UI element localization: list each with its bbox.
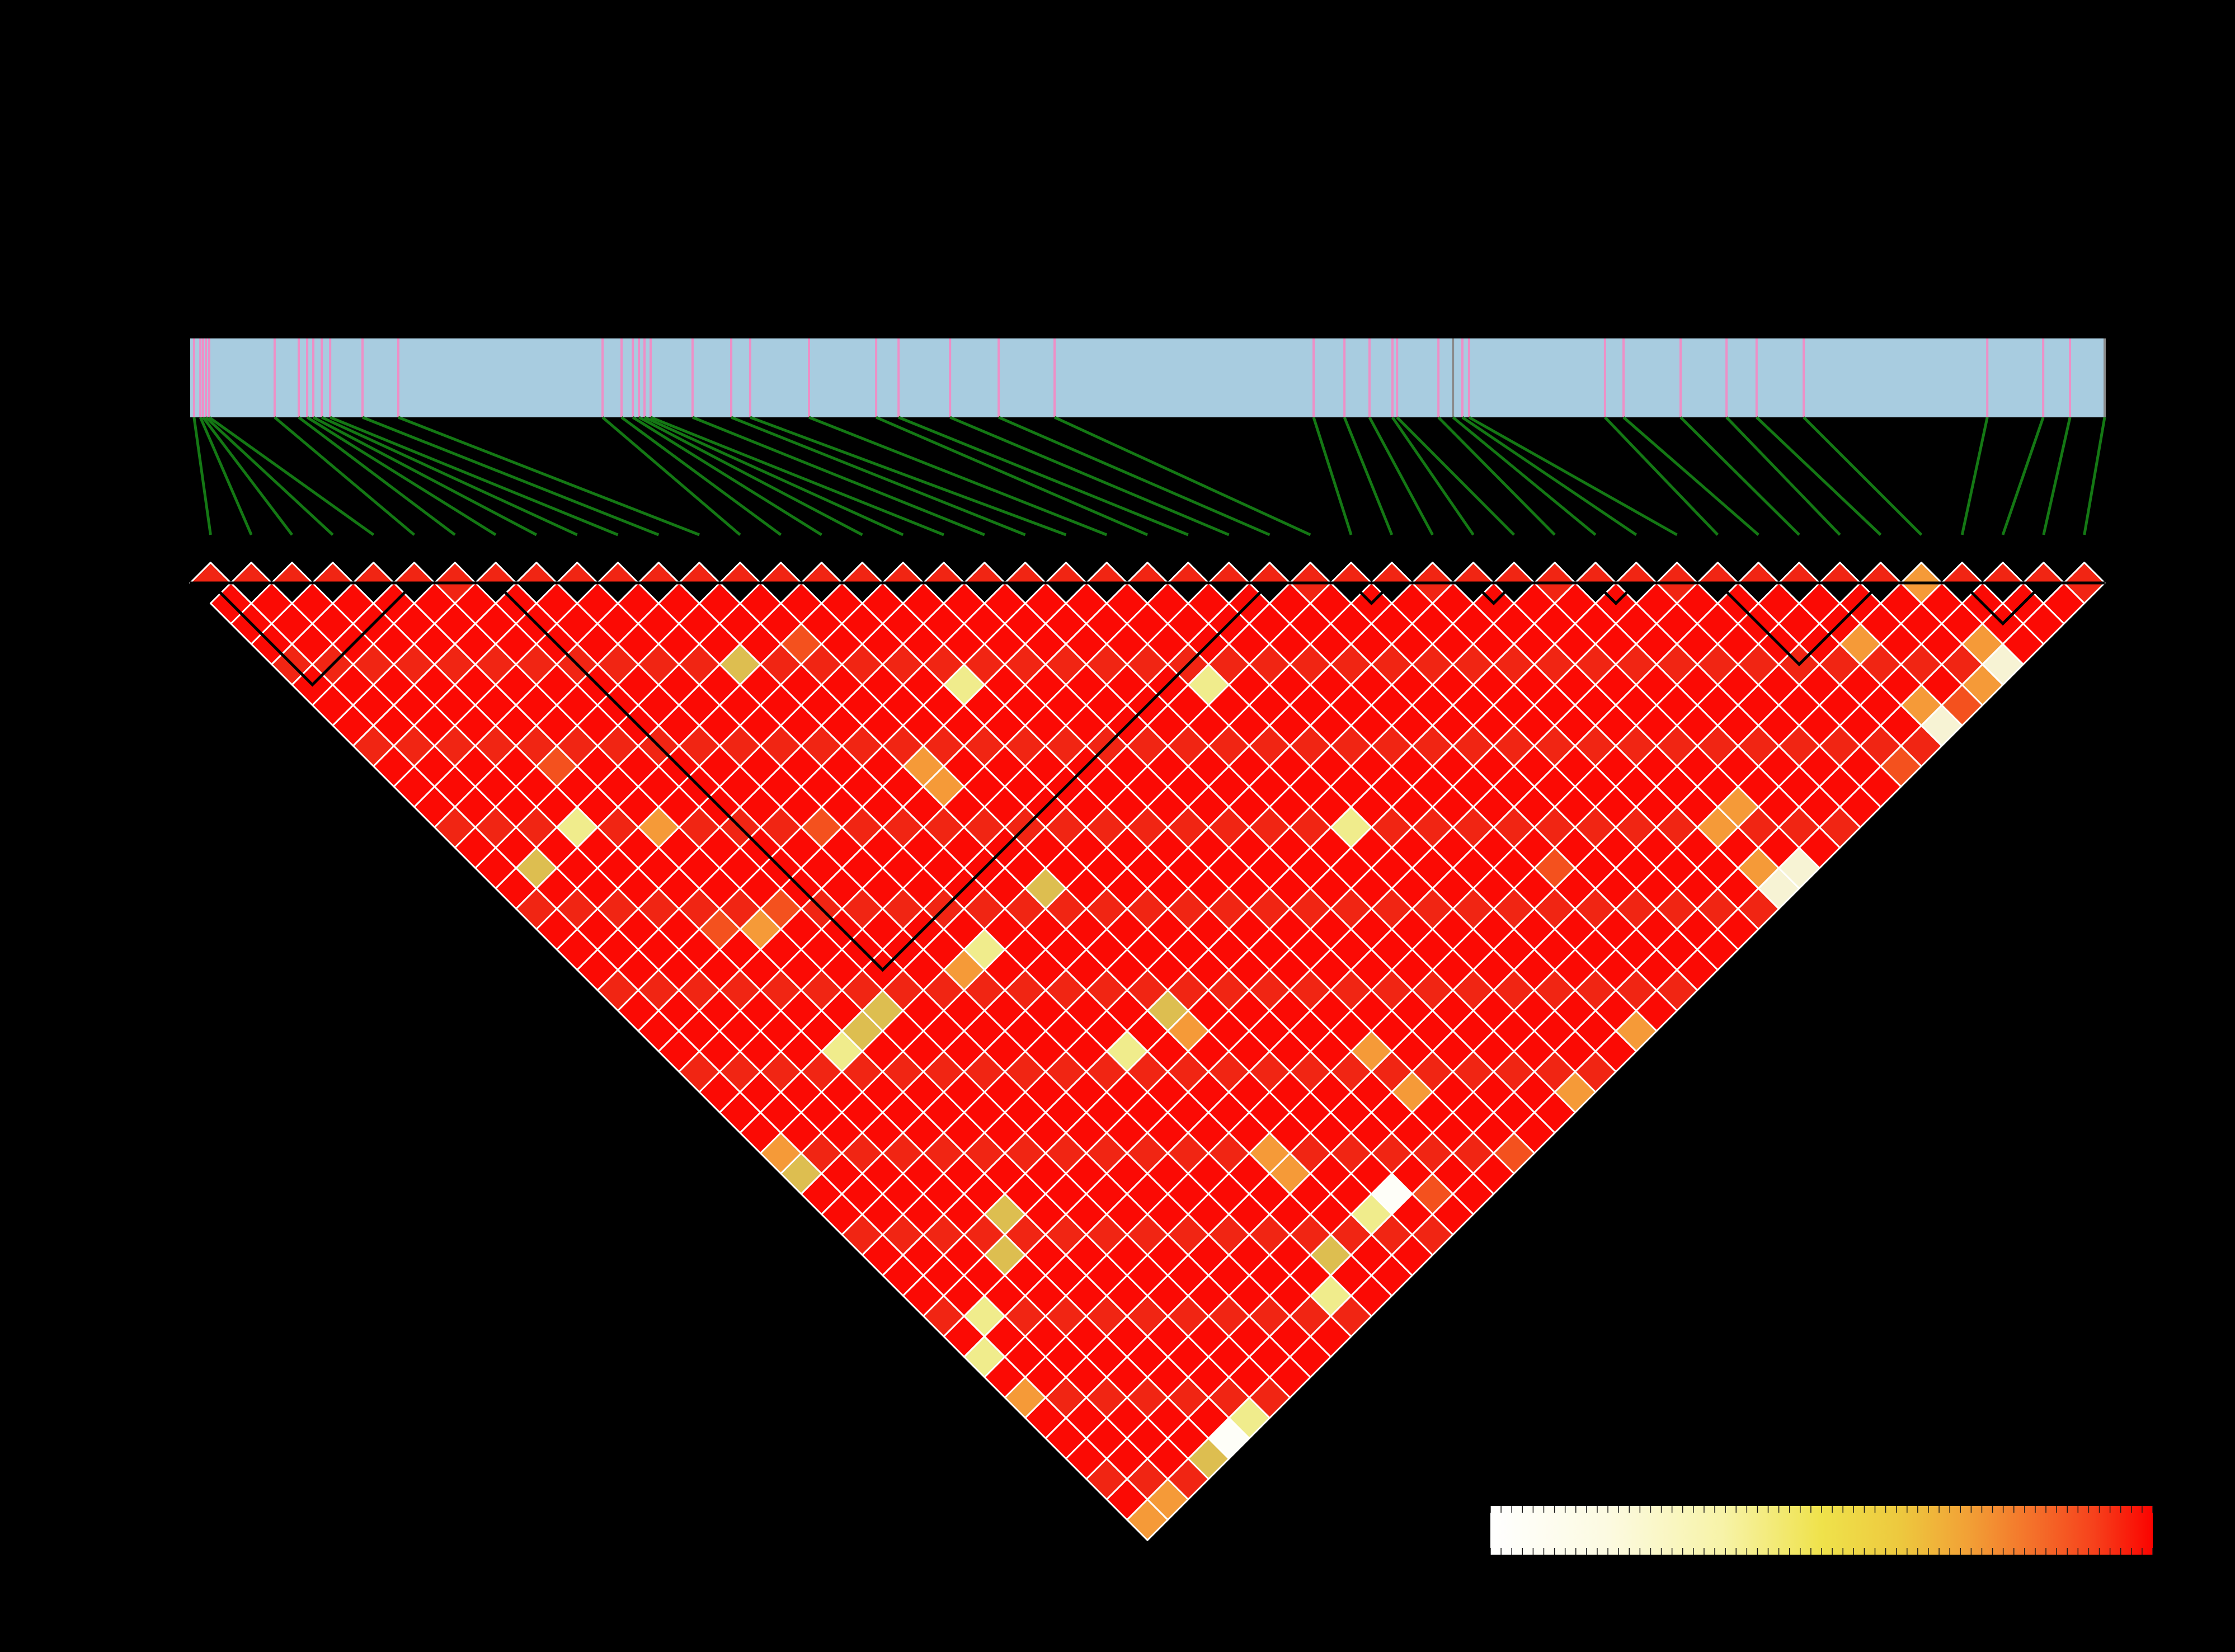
snp-connector-line bbox=[632, 416, 822, 536]
snp-connector-line bbox=[2042, 417, 2072, 535]
ld-matrix-cells bbox=[209, 582, 2086, 1541]
snp-connector-line bbox=[362, 416, 660, 536]
snp-connector-line bbox=[998, 416, 1271, 536]
snp-connector-line bbox=[1053, 416, 1311, 536]
haplotype-block-outline bbox=[209, 582, 416, 687]
snp-connector-line bbox=[2083, 417, 2106, 535]
color-key bbox=[1490, 1506, 2153, 1555]
snp-connector-line bbox=[750, 416, 1067, 536]
haplotype-block-outline bbox=[495, 582, 1271, 972]
snp-connector-line bbox=[949, 416, 1230, 536]
haplotype-block-outline bbox=[1594, 582, 1638, 605]
snp-connector-line bbox=[1312, 417, 1353, 535]
snp-connector-line bbox=[731, 416, 1026, 536]
snp-connector-line bbox=[1604, 416, 1719, 536]
snp-connector-line bbox=[1468, 416, 1678, 536]
haplotype-block-outlines bbox=[190, 581, 2105, 972]
genomic-bar-rect bbox=[190, 338, 2105, 417]
snp-connector-line bbox=[1391, 416, 1475, 536]
snp-connector-line bbox=[1756, 416, 1882, 536]
snp-connector-line bbox=[199, 417, 253, 535]
snp-connector-line bbox=[312, 416, 538, 536]
snp-connector-line bbox=[274, 416, 416, 536]
snp-connector-line bbox=[1368, 416, 1434, 536]
snp-connector-line bbox=[898, 416, 1189, 536]
snp-connector-line bbox=[298, 416, 456, 536]
snp-connector-lines bbox=[192, 416, 2106, 536]
snp-position-ticks bbox=[192, 338, 2106, 417]
haplotype-block-outline bbox=[1350, 582, 1393, 605]
snp-connector-line bbox=[601, 416, 741, 536]
snp-connector-line bbox=[201, 416, 294, 536]
snp-connector-line bbox=[808, 416, 1108, 536]
snp-connector-line bbox=[1679, 416, 1800, 536]
snp-connector-line bbox=[1452, 416, 1597, 536]
snp-connector-line bbox=[1437, 416, 1556, 536]
snp-connector-line bbox=[192, 417, 212, 535]
snp-connector-line bbox=[321, 416, 578, 536]
snp-connector-line bbox=[2001, 417, 2045, 535]
snp-connector-line bbox=[306, 416, 497, 536]
snp-connector-line bbox=[876, 416, 1149, 536]
haplotype-block-outline bbox=[1472, 582, 1516, 605]
snp-connector-line bbox=[205, 416, 334, 536]
snp-connector-line bbox=[1725, 416, 1841, 536]
snp-connector-line bbox=[620, 416, 782, 536]
color-key-bar bbox=[1490, 1506, 2153, 1555]
snp-connector-line bbox=[1803, 416, 1923, 536]
snp-connector-line bbox=[1461, 416, 1638, 536]
haplotype-block-outline bbox=[1716, 582, 1882, 667]
snp-connector-line bbox=[1343, 417, 1394, 535]
snp-connector-line bbox=[1960, 417, 1989, 535]
snp-connector-line bbox=[330, 416, 619, 536]
haplotype-block-outline bbox=[1961, 582, 2045, 626]
snp-connector-line bbox=[650, 416, 944, 536]
genomic-position-bar bbox=[190, 338, 2106, 417]
snp-connector-line bbox=[691, 416, 985, 536]
snp-connector-line bbox=[638, 416, 863, 536]
snp-connector-line bbox=[398, 416, 700, 536]
snp-connector-line bbox=[1622, 416, 1759, 536]
snp-connector-line bbox=[1396, 416, 1516, 536]
snp-connector-line bbox=[208, 416, 375, 536]
snp-connector-line bbox=[644, 416, 904, 536]
